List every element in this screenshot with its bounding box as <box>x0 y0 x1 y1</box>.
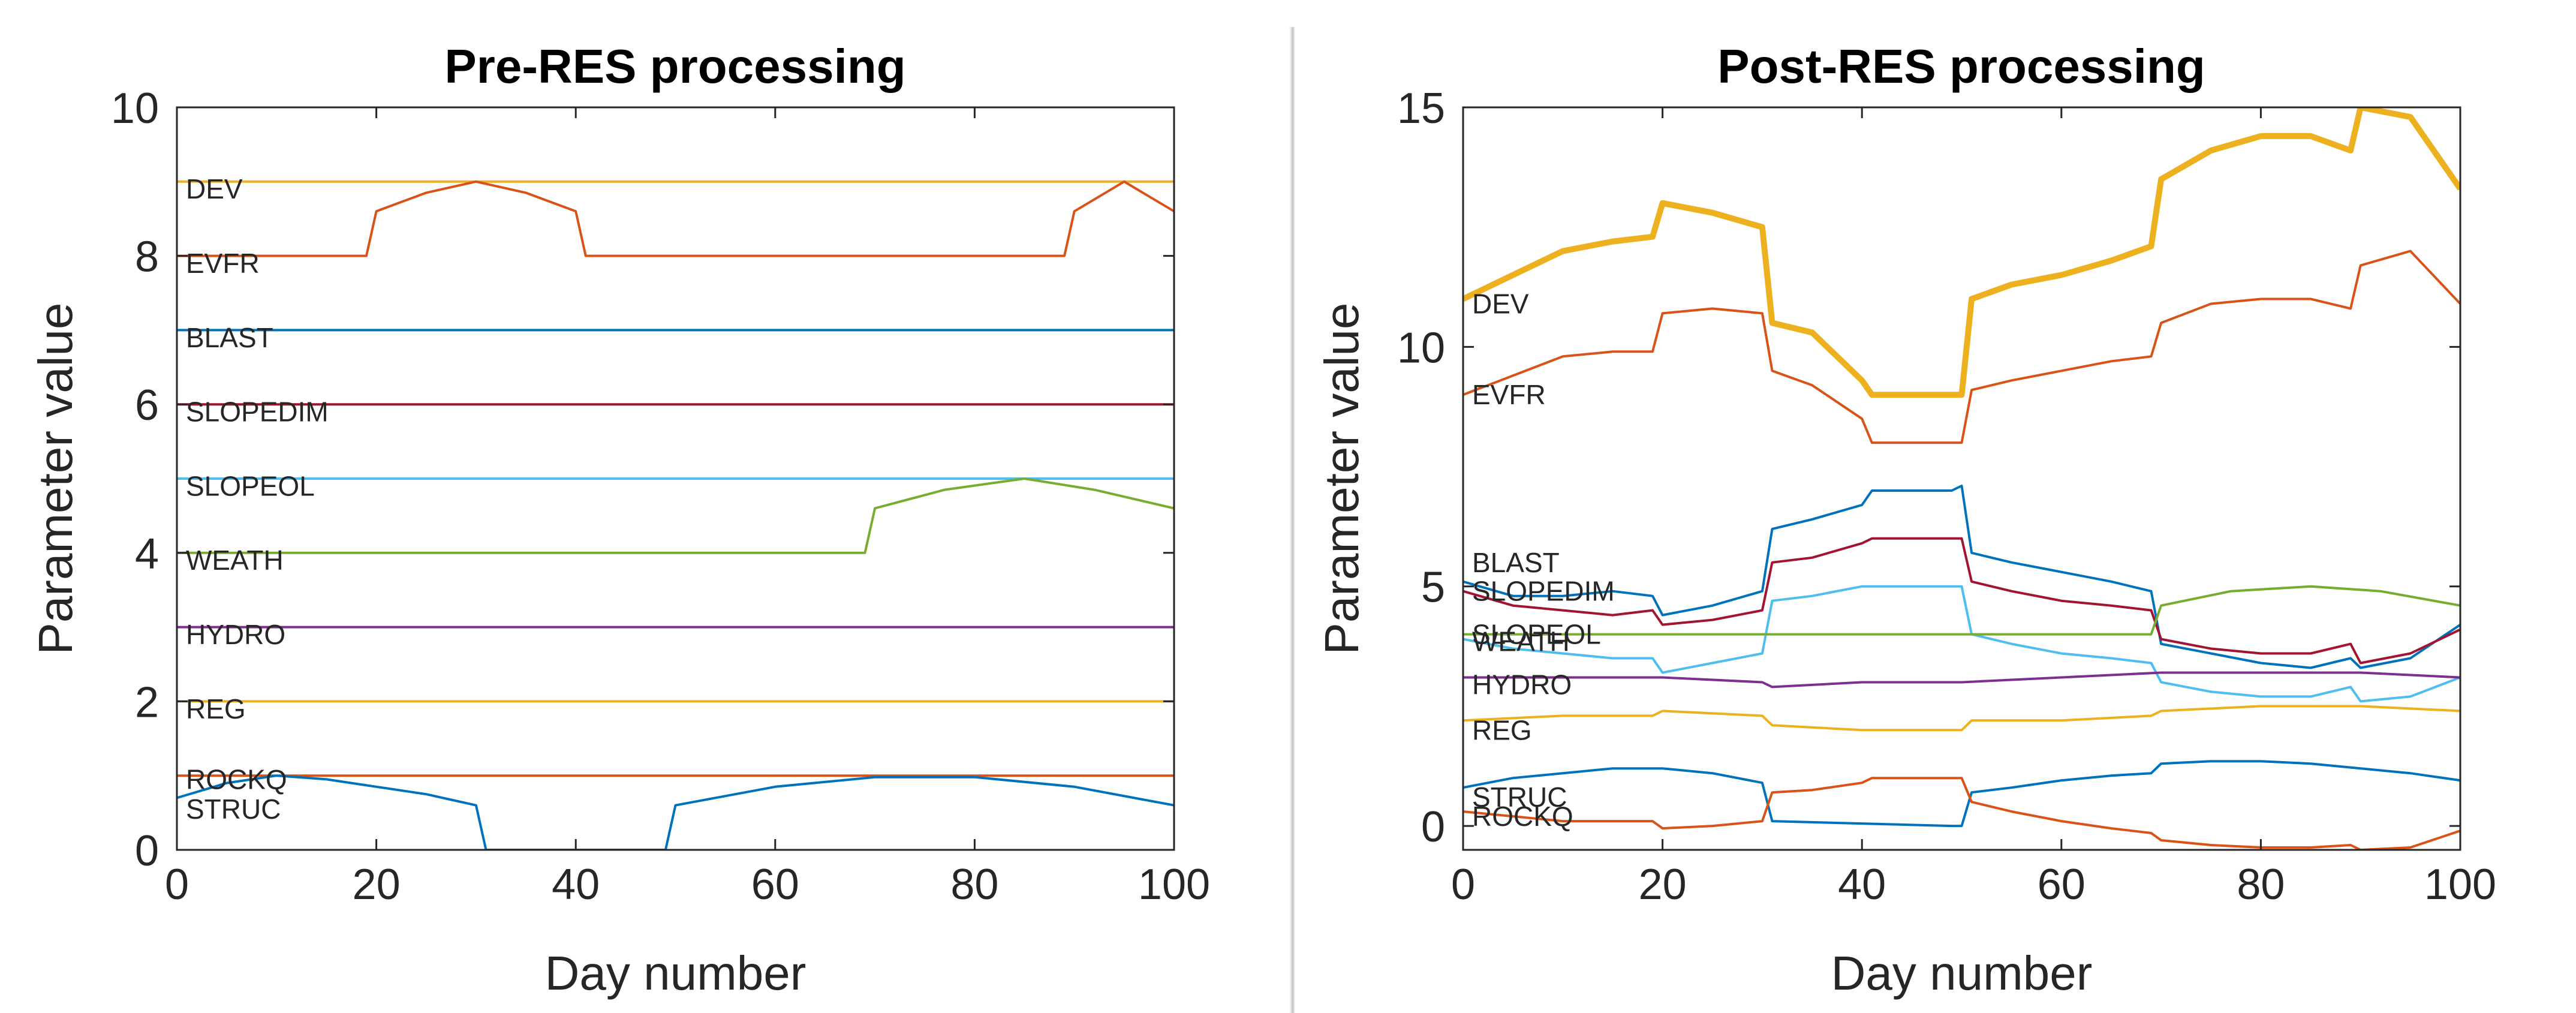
series-label-slopedim: SLOPEDIM <box>1472 576 1615 607</box>
series-line-evfr <box>177 180 1174 257</box>
x-tick-label: 100 <box>1138 861 1210 909</box>
series-label-weath: WEATH <box>186 545 284 576</box>
plot-area <box>1463 107 2460 850</box>
x-tick-label: 60 <box>2038 861 2086 909</box>
y-axis-label: Parameter value <box>29 303 82 655</box>
series-label-evfr: EVFR <box>1472 379 1546 410</box>
series-label-reg: REG <box>1472 714 1532 746</box>
series-line-hydro <box>1463 671 2460 689</box>
chart-title: Post-RES processing <box>1717 40 2205 93</box>
x-tick-label: 80 <box>950 861 998 909</box>
series-line-struc <box>177 774 1174 850</box>
series-label-blast: BLAST <box>186 322 273 353</box>
series-label-reg: REG <box>186 693 246 725</box>
panel-divider <box>1289 27 1295 1013</box>
y-tick-label: 6 <box>135 381 159 429</box>
axes-box <box>176 106 1175 851</box>
y-axis-label: Parameter value <box>1315 303 1368 655</box>
x-tick-label: 0 <box>1451 861 1475 909</box>
series-label-blast: BLAST <box>1472 547 1560 578</box>
series-lines <box>1463 107 2460 850</box>
series-label-slopeol: SLOPEOL <box>186 470 315 501</box>
x-tick-label: 100 <box>2424 861 2496 909</box>
y-tick-label: 10 <box>111 85 159 133</box>
chart-title: Pre-RES processing <box>444 40 905 93</box>
series-line-dev <box>1463 107 2460 398</box>
series-label-struc: STRUC <box>1472 781 1567 813</box>
series-line-struc <box>1463 760 2460 828</box>
y-tick-label: 0 <box>135 827 159 875</box>
x-tick-label: 20 <box>353 861 401 909</box>
series-label-struc: STRUC <box>186 793 281 825</box>
x-tick-label: 40 <box>552 861 600 909</box>
series-label-evfr: EVFR <box>186 248 260 279</box>
x-tick-label: 80 <box>2237 861 2285 909</box>
series-line-weath <box>1463 585 2460 636</box>
series-line-rockq <box>1463 777 2460 850</box>
x-tick-label: 0 <box>165 861 189 909</box>
y-tick-label: 0 <box>1421 803 1445 851</box>
pre-res-panel: 0 20 40 60 80 100 0 2 4 6 8 10 DEV EVFR BLAST SLOPEDIM S… <box>29 40 1210 1000</box>
x-tick-label: 20 <box>1639 861 1687 909</box>
series-lines <box>177 180 1174 850</box>
y-tick-label: 15 <box>1397 85 1445 133</box>
series-line-weath <box>177 477 1174 554</box>
y-tick-label: 2 <box>135 678 159 726</box>
series-label-dev: DEV <box>186 173 243 205</box>
series-label-rockq: ROCKQ <box>186 763 287 795</box>
series-line-blast <box>1463 485 2460 669</box>
series-label-slopeol: SLOPEOL <box>1472 619 1601 650</box>
series-line-reg <box>1463 705 2460 732</box>
y-tick-label: 8 <box>135 233 159 281</box>
series-label-hydro: HYDRO <box>186 619 285 650</box>
axes-box <box>1462 106 2461 851</box>
x-tick-label: 60 <box>751 861 799 909</box>
series-label-rockq: ROCKQ <box>1472 801 1573 832</box>
series-label-slopedim: SLOPEDIM <box>186 396 329 428</box>
x-tick-label: 40 <box>1838 861 1886 909</box>
series-label-weath: WEATH <box>1472 626 1570 657</box>
series-line-slopeol <box>1463 585 2460 703</box>
x-axis-label: Day number <box>545 946 806 1000</box>
series-line-slopedim <box>1463 537 2460 665</box>
y-tick-label: 10 <box>1397 324 1445 372</box>
series-line-evfr <box>1463 250 2460 444</box>
series-label-dev: DEV <box>1472 288 1529 319</box>
series-label-hydro: HYDRO <box>1472 669 1572 700</box>
y-tick-label: 4 <box>135 530 159 578</box>
x-axis-label: Day number <box>1831 946 2093 1000</box>
y-tick-label: 5 <box>1421 564 1445 612</box>
